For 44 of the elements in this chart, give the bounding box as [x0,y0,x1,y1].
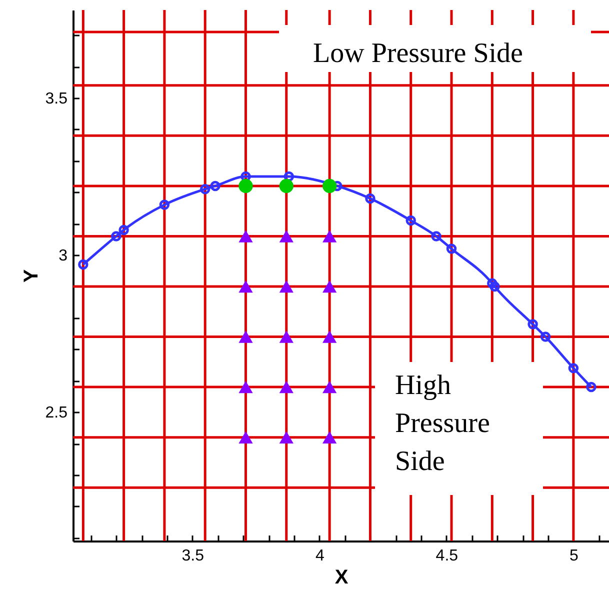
y-tick-label: 3.5 [45,90,68,108]
point [210,180,220,192]
x-tick-label: 5 [569,548,578,564]
point [322,431,337,444]
point [540,332,551,342]
point [279,178,294,194]
x-axis-title: X [334,566,349,588]
point [446,244,457,254]
x-tick-label: 3.5 [182,548,204,564]
y-tick-label: 3 [58,248,68,265]
x-tick-label: 4 [315,548,324,564]
x-tick-label: 4.5 [436,548,458,564]
point [406,215,416,226]
point [279,280,294,293]
point [238,178,253,194]
point [118,224,129,236]
point [200,184,210,194]
point [365,193,376,204]
point [279,380,294,394]
point [568,363,579,374]
point [490,281,500,292]
point [322,280,337,293]
annotation: High Pressure Side [395,370,490,477]
point [279,431,294,444]
point [238,431,253,444]
point [279,230,294,242]
point [322,330,337,343]
point [487,278,498,288]
annotation: Low Pressure Side [313,38,523,69]
point [279,330,294,343]
y-tick-label: 2.5 [45,404,68,422]
point [431,231,442,242]
point [238,330,253,343]
point [322,230,337,242]
point [528,319,538,330]
point [111,231,122,242]
point [284,171,294,182]
point [159,200,170,210]
y-axis-title: Y [20,268,42,283]
point [238,230,253,242]
point [238,380,253,394]
point [322,380,337,394]
point [322,178,337,194]
point [238,280,253,293]
